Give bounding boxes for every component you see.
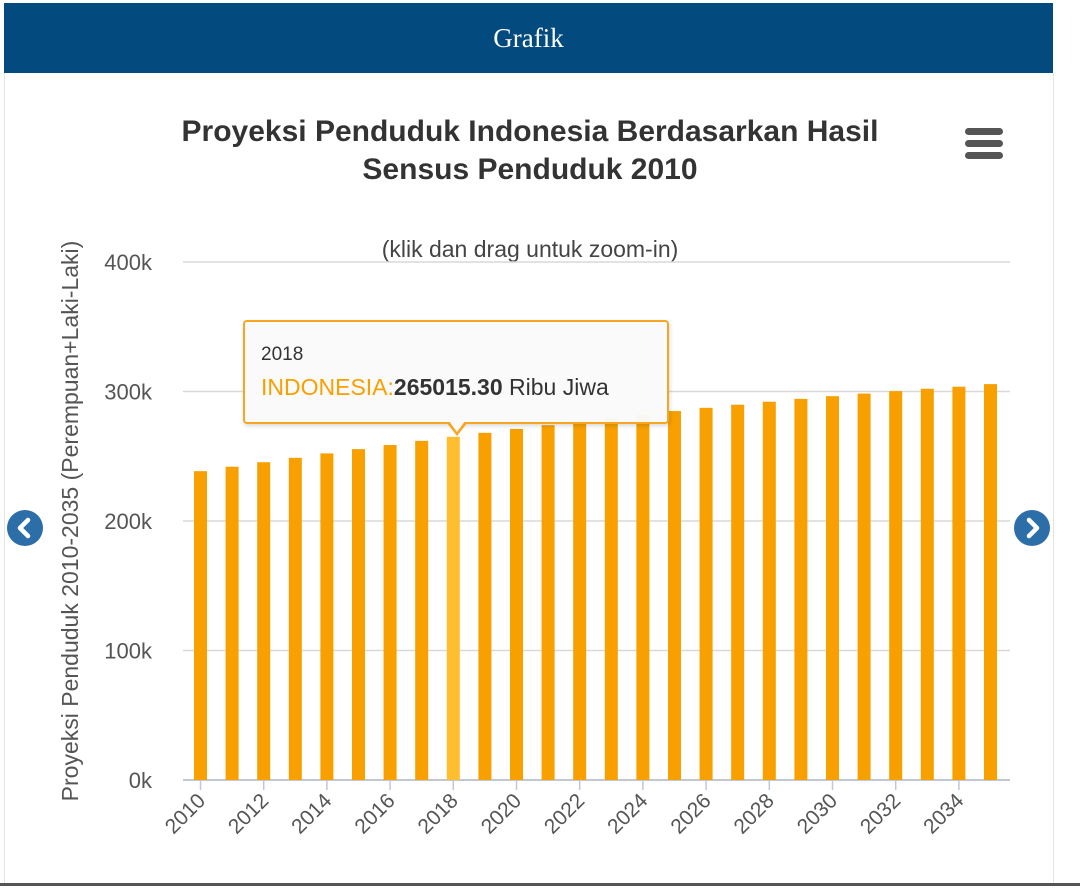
bar[interactable] bbox=[288, 457, 302, 780]
bar[interactable] bbox=[604, 417, 618, 780]
x-tick-label: 2016 bbox=[350, 789, 399, 838]
bar[interactable] bbox=[257, 462, 271, 780]
bar[interactable] bbox=[889, 391, 903, 780]
x-tick-label: 2022 bbox=[540, 789, 589, 838]
x-tick-label: 2020 bbox=[477, 789, 526, 838]
tooltip-caret-inner bbox=[449, 421, 465, 432]
data-tooltip: 2018 INDONESIA:265015.30 Ribu Jiwa bbox=[243, 320, 669, 424]
x-tick-label: 2024 bbox=[603, 789, 653, 839]
previous-chart-button[interactable] bbox=[7, 510, 43, 546]
panel-header: Grafik bbox=[4, 3, 1053, 73]
tooltip-unit: Ribu Jiwa bbox=[509, 374, 609, 400]
y-axis-title: Proyeksi Penduduk 2010-2035 (Perempuan+L… bbox=[57, 241, 83, 802]
x-tick-label: 2028 bbox=[730, 789, 779, 838]
x-tick-label: 2010 bbox=[161, 789, 210, 838]
y-tick-label: 100k bbox=[104, 639, 153, 664]
y-tick-label: 200k bbox=[104, 509, 153, 534]
y-tick-label: 400k bbox=[104, 250, 153, 275]
bar[interactable] bbox=[636, 414, 650, 780]
bar[interactable] bbox=[352, 449, 365, 780]
bar[interactable] bbox=[446, 436, 460, 780]
bar[interactable] bbox=[794, 398, 808, 780]
chevron-right-icon bbox=[1026, 517, 1040, 539]
chart-title: Proyeksi Penduduk Indonesia Berdasarkan … bbox=[181, 115, 879, 186]
bar[interactable] bbox=[383, 444, 397, 780]
x-tick-label: 2032 bbox=[856, 789, 905, 838]
bar[interactable] bbox=[826, 396, 839, 780]
bottom-divider bbox=[0, 883, 1080, 886]
next-chart-button[interactable] bbox=[1014, 510, 1050, 546]
bar[interactable] bbox=[952, 386, 966, 780]
bar[interactable] bbox=[194, 471, 207, 780]
bar[interactable] bbox=[699, 407, 713, 780]
x-tick-label: 2018 bbox=[414, 789, 463, 838]
bar[interactable] bbox=[731, 404, 745, 780]
panel-body bbox=[4, 73, 1054, 883]
bar[interactable] bbox=[668, 411, 681, 780]
x-tick-label: 2012 bbox=[224, 789, 273, 838]
bar[interactable] bbox=[541, 425, 555, 780]
bar[interactable] bbox=[857, 393, 871, 780]
bar[interactable] bbox=[920, 388, 934, 780]
x-tick-label: 2014 bbox=[287, 789, 337, 839]
tooltip-series-label: INDONESIA: bbox=[261, 374, 394, 400]
chart-menu-button[interactable] bbox=[962, 128, 1006, 162]
x-tick-label: 2034 bbox=[919, 789, 969, 839]
x-tick-label: 2030 bbox=[793, 789, 842, 838]
panel-header-title: Grafik bbox=[493, 22, 564, 53]
bar[interactable] bbox=[762, 401, 776, 780]
x-tick-label: 2026 bbox=[666, 789, 715, 838]
chart-subtitle[interactable]: (klik dan drag untuk zoom-in) bbox=[381, 236, 679, 262]
bar[interactable] bbox=[573, 421, 587, 780]
y-tick-label: 300k bbox=[104, 380, 153, 405]
bar[interactable] bbox=[478, 432, 492, 780]
bar[interactable] bbox=[984, 384, 997, 780]
tooltip-value-line: INDONESIA:265015.30 Ribu Jiwa bbox=[261, 374, 609, 401]
bar[interactable] bbox=[415, 440, 429, 780]
chevron-left-icon bbox=[17, 517, 31, 539]
tooltip-year: 2018 bbox=[261, 344, 304, 365]
bar[interactable] bbox=[320, 453, 334, 780]
bar[interactable] bbox=[510, 428, 523, 780]
bar[interactable] bbox=[225, 466, 239, 780]
hamburger-menu-icon bbox=[962, 128, 1006, 159]
y-tick-label: 0k bbox=[129, 768, 153, 793]
tooltip-value: 265015.30 bbox=[393, 374, 503, 400]
